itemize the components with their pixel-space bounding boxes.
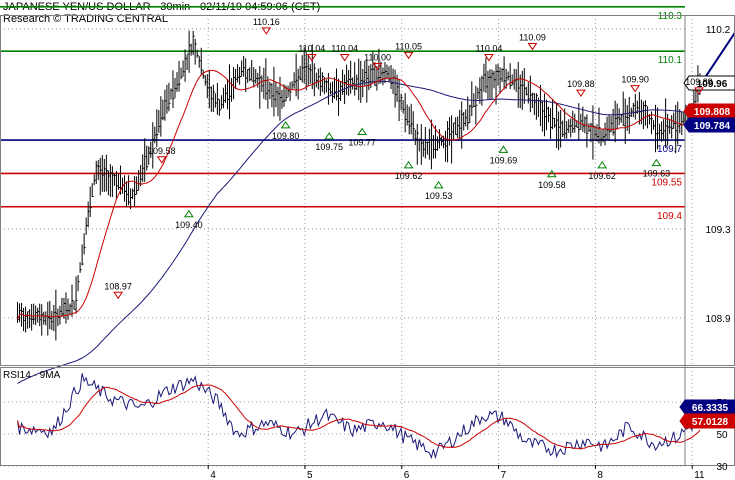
trough-label: 109.63	[643, 169, 671, 179]
trough-label: 109.75	[315, 142, 343, 152]
peak-label: 108.97	[104, 281, 132, 291]
level-label: 110.1	[658, 55, 683, 66]
trough-marker	[546, 169, 557, 178]
trough-marker	[433, 180, 444, 189]
price-y-tick: 109.3	[705, 225, 730, 236]
peak-label: 110.09	[519, 32, 546, 42]
peak-label: 110.05	[395, 41, 422, 51]
target-arrow	[701, 30, 735, 83]
trough-label: 109.58	[538, 180, 566, 190]
rsi-line	[17, 373, 701, 460]
peak-label: 110.04	[298, 44, 325, 54]
peak-label: 109.90	[621, 75, 649, 85]
rsi-title: RSI14 - 9MA	[3, 370, 61, 381]
current-value-label: 109.784	[694, 121, 731, 132]
peak-label: 110.00	[364, 52, 391, 62]
ma-fast-line	[17, 69, 701, 320]
rsi-panel-frame	[0, 367, 735, 466]
level-label: 109.4	[657, 211, 682, 222]
peak-marker	[113, 291, 124, 300]
rsi-y-tick: 30	[716, 462, 728, 473]
trough-label: 109.69	[490, 155, 518, 165]
x-tick-label: 11	[694, 470, 705, 480]
trough-marker	[498, 145, 509, 153]
peak-marker	[156, 156, 167, 164]
trough-label: 109.80	[272, 131, 300, 141]
peak-label: 109.89	[685, 77, 713, 87]
peak-marker	[630, 85, 641, 93]
peak-marker	[694, 87, 704, 95]
rsi-y-tick: 50	[716, 430, 728, 441]
peak-trough-markers: 108.97 109.58 110.16 110.04 110.04 110.00 110.…	[104, 17, 713, 300]
current-value-box	[683, 103, 735, 119]
level-label: 109.7	[657, 144, 682, 155]
level-label: 109.55	[651, 177, 682, 188]
peak-marker	[483, 54, 494, 62]
trough-label: 109.62	[588, 171, 616, 181]
x-tick-label: 8	[597, 470, 603, 480]
current-value-box	[683, 75, 735, 91]
trough-marker	[280, 120, 291, 129]
peak-label: 110.04	[331, 44, 358, 54]
grid	[0, 15, 693, 467]
x-tick-label: 5	[307, 470, 313, 480]
axis-labels: 110.2109.3108.97050304567811109.96109.80…	[207, 25, 735, 480]
peak-marker	[575, 89, 586, 98]
peak-marker	[403, 51, 414, 60]
ma-slow-line	[17, 80, 700, 384]
current-value-label: 109.96	[697, 79, 728, 90]
current-value-box	[683, 117, 735, 133]
x-tick-label: 7	[501, 470, 507, 480]
level-label: 110.3	[658, 11, 683, 22]
peak-label: 110.16	[253, 17, 280, 27]
peak-label: 109.58	[148, 146, 176, 156]
peak-marker	[261, 27, 272, 35]
peak-marker	[372, 62, 383, 71]
trough-marker	[403, 160, 414, 169]
rsi-plot	[17, 373, 701, 460]
price-plot	[17, 30, 735, 384]
peak-label: 109.88	[567, 79, 595, 89]
trough-marker	[597, 160, 608, 169]
trough-marker	[183, 209, 194, 218]
current-value-box	[679, 399, 735, 415]
current-value-label: 57.0128	[692, 417, 729, 428]
trough-marker	[324, 132, 335, 140]
price-y-tick: 108.9	[705, 314, 730, 325]
x-tick-label: 4	[210, 470, 216, 480]
price-y-tick: 110.2	[706, 25, 731, 36]
rsi-ma-line	[17, 384, 701, 450]
current-value-label: 66.3335	[692, 403, 729, 414]
peak-marker	[527, 42, 538, 51]
trough-marker	[357, 127, 368, 136]
trough-marker	[651, 158, 662, 167]
peak-marker	[306, 54, 317, 62]
trough-label: 109.62	[395, 171, 423, 181]
current-value-label: 109.808	[694, 107, 731, 118]
trough-label: 109.40	[175, 220, 203, 230]
current-value-box	[679, 413, 735, 429]
peak-label: 110.04	[475, 44, 502, 54]
x-tick-label: 6	[404, 470, 410, 480]
trough-label: 109.77	[348, 138, 376, 148]
trough-label: 109.53	[425, 191, 453, 201]
peak-marker	[339, 54, 350, 62]
